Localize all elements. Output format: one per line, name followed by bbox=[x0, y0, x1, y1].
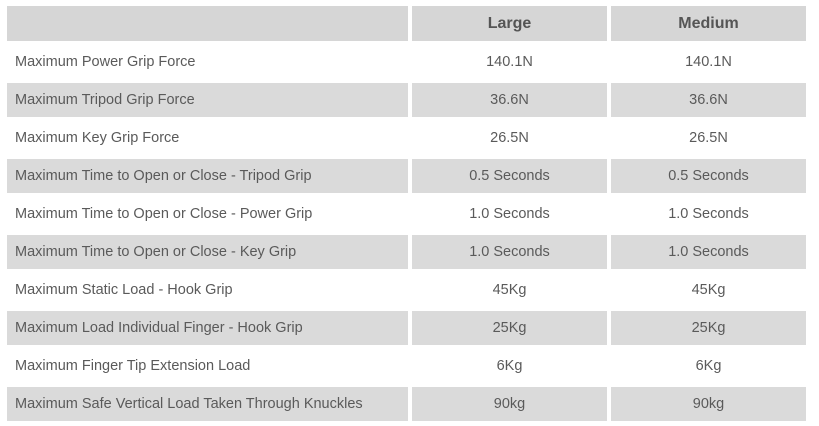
large-value: 26.5N bbox=[410, 119, 609, 157]
large-value: 36.6N bbox=[410, 81, 609, 119]
row-label: Maximum Static Load - Hook Grip bbox=[5, 271, 410, 309]
row-label: Maximum Safe Vertical Load Taken Through… bbox=[5, 385, 410, 423]
row-label: Maximum Key Grip Force bbox=[5, 119, 410, 157]
row-label: Maximum Power Grip Force bbox=[5, 43, 410, 81]
header-blank-cell bbox=[5, 4, 410, 43]
medium-value: 45Kg bbox=[609, 271, 808, 309]
medium-value: 36.6N bbox=[609, 81, 808, 119]
medium-value: 6Kg bbox=[609, 347, 808, 385]
table-row: Maximum Time to Open or Close - Key Grip… bbox=[5, 233, 808, 271]
table-row: Maximum Time to Open or Close - Power Gr… bbox=[5, 195, 808, 233]
table-row: Maximum Finger Tip Extension Load 6Kg 6K… bbox=[5, 347, 808, 385]
large-value: 1.0 Seconds bbox=[410, 233, 609, 271]
medium-value: 0.5 Seconds bbox=[609, 157, 808, 195]
medium-value: 1.0 Seconds bbox=[609, 233, 808, 271]
large-value: 25Kg bbox=[410, 309, 609, 347]
row-label: Maximum Load Individual Finger - Hook Gr… bbox=[5, 309, 410, 347]
table-row: Maximum Power Grip Force 140.1N 140.1N bbox=[5, 43, 808, 81]
medium-value: 140.1N bbox=[609, 43, 808, 81]
header-medium: Medium bbox=[609, 4, 808, 43]
large-value: 140.1N bbox=[410, 43, 609, 81]
row-label: Maximum Time to Open or Close - Key Grip bbox=[5, 233, 410, 271]
table-header: Large Medium bbox=[5, 4, 808, 43]
table-row: Maximum Safe Vertical Load Taken Through… bbox=[5, 385, 808, 423]
medium-value: 1.0 Seconds bbox=[609, 195, 808, 233]
medium-value: 26.5N bbox=[609, 119, 808, 157]
large-value: 6Kg bbox=[410, 347, 609, 385]
row-label: Maximum Time to Open or Close - Power Gr… bbox=[5, 195, 410, 233]
medium-value: 25Kg bbox=[609, 309, 808, 347]
large-value: 0.5 Seconds bbox=[410, 157, 609, 195]
table-row: Maximum Static Load - Hook Grip 45Kg 45K… bbox=[5, 271, 808, 309]
large-value: 1.0 Seconds bbox=[410, 195, 609, 233]
large-value: 90kg bbox=[410, 385, 609, 423]
table-row: Maximum Tripod Grip Force 36.6N 36.6N bbox=[5, 81, 808, 119]
large-value: 45Kg bbox=[410, 271, 609, 309]
table-row: Maximum Key Grip Force 26.5N 26.5N bbox=[5, 119, 808, 157]
row-label: Maximum Finger Tip Extension Load bbox=[5, 347, 410, 385]
specifications-table: Large Medium Maximum Power Grip Force 14… bbox=[5, 4, 808, 423]
row-label: Maximum Time to Open or Close - Tripod G… bbox=[5, 157, 410, 195]
medium-value: 90kg bbox=[609, 385, 808, 423]
row-label: Maximum Tripod Grip Force bbox=[5, 81, 410, 119]
header-large: Large bbox=[410, 4, 609, 43]
table-body: Maximum Power Grip Force 140.1N 140.1N M… bbox=[5, 43, 808, 423]
table-row: Maximum Load Individual Finger - Hook Gr… bbox=[5, 309, 808, 347]
table-row: Maximum Time to Open or Close - Tripod G… bbox=[5, 157, 808, 195]
header-row: Large Medium bbox=[5, 4, 808, 43]
